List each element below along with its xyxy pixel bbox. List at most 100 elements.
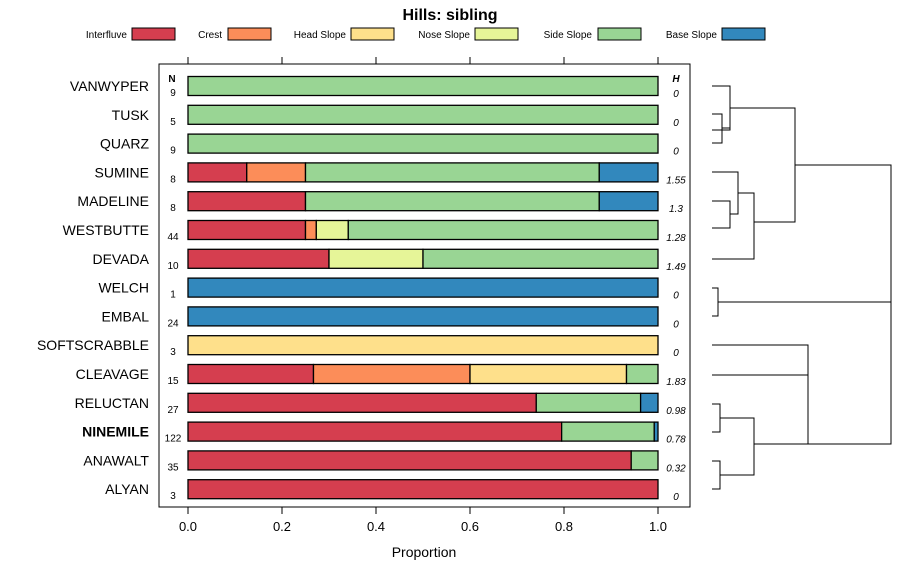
bar-segment (246, 162, 307, 183)
bar-segment (304, 162, 600, 183)
row-label: QUARZ (100, 136, 149, 152)
row-label: WELCH (98, 280, 149, 296)
bar-segment (598, 191, 659, 212)
legend-label: Head Slope (294, 30, 347, 41)
h-value: 0 (673, 492, 679, 503)
bar-segment (187, 191, 307, 212)
x-axis-label: Proportion (392, 544, 457, 560)
legend-swatch (350, 27, 395, 41)
h-value: 0 (673, 291, 679, 302)
bar-segment (630, 450, 659, 471)
n-value: 9 (170, 88, 176, 99)
bar-segment (535, 392, 642, 413)
x-axis: 0.0 0.2 0.4 0.6 0.8 1.0 (179, 57, 667, 534)
dendrogram-link (712, 403, 721, 433)
x-tick-label: 0.8 (555, 519, 573, 534)
x-tick-label: 0.2 (273, 519, 291, 534)
legend-label: Nose Slope (418, 30, 470, 41)
dendrogram-link (712, 113, 723, 144)
h-value: 0.78 (666, 435, 686, 446)
bar-segment (187, 219, 307, 241)
legend-swatch (474, 27, 519, 41)
bar-segment (187, 363, 315, 385)
bar-segment (187, 479, 659, 500)
h-value: 1.83 (666, 377, 686, 388)
bar-segment (328, 248, 424, 269)
bar-segment (561, 421, 655, 442)
bar-segment (187, 450, 632, 471)
h-value: 0 (673, 319, 679, 330)
n-value: 8 (170, 174, 176, 185)
h-value: 0 (673, 118, 679, 129)
dendrogram-link (712, 85, 731, 131)
bar-segment (187, 104, 659, 125)
dendrogram-link (712, 287, 719, 317)
n-value: 27 (167, 405, 179, 416)
n-value: 3 (170, 347, 176, 358)
row-label: NINEMILE (82, 424, 149, 440)
legend: Interfluve Crest Head Slope Nose Slope Side … (86, 27, 766, 41)
bar-segment (187, 75, 659, 97)
row-label: CLEAVAGE (76, 366, 149, 382)
dendrogram-link (712, 192, 755, 260)
row-labels-group: VANWYPER 9 0 TUSK 5 0 QUARZ 9 0 SUMINE 8 1.55 MADELI… (37, 78, 686, 503)
bar-segment (187, 392, 537, 413)
dendrogram-link (712, 200, 731, 229)
row-label: VANWYPER (70, 78, 149, 94)
row-label: ALYAN (105, 481, 149, 497)
bar-segment (315, 219, 349, 241)
h-value: 0 (673, 89, 679, 100)
dendrogram-link (720, 417, 755, 476)
bar-segment (422, 248, 659, 269)
bar-segment (469, 363, 628, 385)
bar-segment (304, 191, 600, 212)
x-tick-label: 0.4 (367, 519, 385, 534)
row-label: WESTBUTTE (63, 222, 149, 238)
legend-label: Crest (198, 30, 222, 41)
bar-segment (639, 392, 659, 413)
legend-label: Side Slope (544, 30, 593, 41)
n-value: 5 (170, 117, 176, 128)
legend-label: Base Slope (666, 30, 718, 41)
legend-swatch (131, 27, 176, 41)
row-label: EMBAL (102, 308, 150, 324)
bar-segment (312, 363, 471, 385)
plot-frame (158, 63, 691, 508)
n-value: 1 (170, 290, 176, 301)
h-value: 1.3 (669, 204, 683, 215)
bar-segment (187, 248, 330, 269)
row-label: ANAWALT (83, 452, 149, 468)
n-value: 9 (170, 146, 176, 157)
x-tick-label: 0.6 (461, 519, 479, 534)
n-column-header: N (168, 74, 175, 85)
dendrogram-link (795, 164, 892, 445)
legend-label: Interfluve (86, 30, 128, 41)
bar-segment (598, 162, 659, 183)
row-label: SOFTSCRABBLE (37, 337, 149, 353)
legend-swatch (721, 27, 766, 41)
row-label: RELUCTAN (75, 395, 149, 411)
bar-segment (625, 363, 659, 385)
bar-segment (187, 306, 659, 327)
h-value: 0 (673, 348, 679, 359)
bar-segment (304, 219, 317, 241)
bars-group (187, 75, 659, 500)
n-value: 15 (167, 376, 179, 387)
bar-segment (653, 421, 659, 442)
dendrogram-link (712, 171, 739, 215)
x-tick-label: 0.0 (179, 519, 197, 534)
row-label: MADELINE (77, 193, 149, 209)
n-value: 35 (167, 462, 179, 473)
x-tick-label: 1.0 (649, 519, 667, 534)
dendrogram-link (712, 344, 809, 376)
n-value: 3 (170, 491, 176, 502)
n-value: 8 (170, 203, 176, 214)
row-label: TUSK (112, 107, 150, 123)
bar-segment (187, 335, 659, 356)
n-value: 10 (167, 261, 179, 272)
n-value: 122 (165, 434, 182, 445)
bar-segment (187, 162, 248, 183)
row-label: SUMINE (95, 164, 149, 180)
legend-swatch (597, 27, 642, 41)
